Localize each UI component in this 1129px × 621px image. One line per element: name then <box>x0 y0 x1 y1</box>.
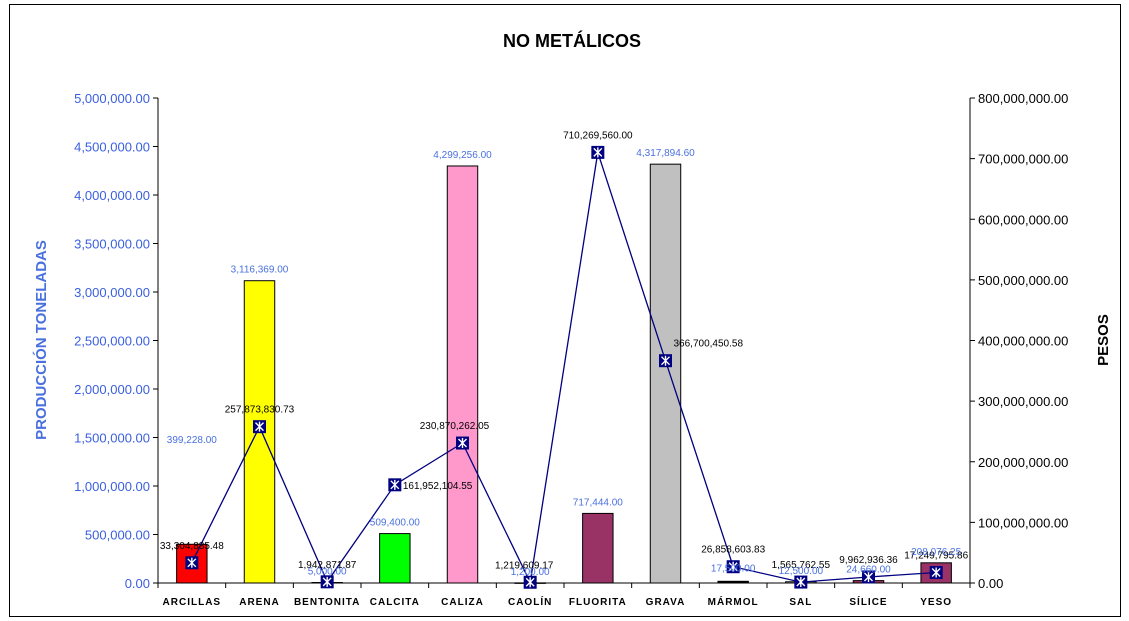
line-data-label: 26,858,603.83 <box>701 545 765 556</box>
marker-cross <box>593 147 603 158</box>
data-labels: 33,304,885.48 257,873,830.73 1,942,871.87 1… <box>160 130 969 577</box>
y-tick-label-left: 1,000,000.00 <box>74 479 150 494</box>
category-label: ARENA <box>239 597 280 608</box>
y-tick-label-left: 2,500,000.00 <box>74 334 150 349</box>
marker-cross <box>931 567 941 578</box>
marker-cross <box>864 571 873 582</box>
marker-cross <box>796 577 806 588</box>
bar-data-label: 4,317,894.60 <box>636 148 695 159</box>
chart: NO METÁLICOS PRODUCCIÓN TONELADAS PESOS … <box>32 30 1112 608</box>
line-data-label: 230,870,262.05 <box>420 421 490 432</box>
bar-data-label: 717,444.00 <box>573 497 623 508</box>
y-tick-label-right: 400,000,000.00 <box>978 334 1068 349</box>
y-tick-label-left: 5,000,000.00 <box>74 91 150 106</box>
category-label: CALCITA <box>370 597 420 608</box>
pesos-marker <box>726 560 740 574</box>
pesos-marker <box>388 478 402 492</box>
bars <box>176 163 952 584</box>
category-label: BENTONITA <box>294 597 360 608</box>
bar-data-label: 4,299,256.00 <box>433 150 492 161</box>
bar-grava <box>649 163 682 584</box>
pesos-marker <box>320 575 334 589</box>
line-data-label: 1,219,609.17 <box>495 560 554 571</box>
marker-cross <box>187 557 197 568</box>
category-label: CALIZA <box>441 597 484 608</box>
bar-fluorita <box>582 512 614 584</box>
pesos-marker <box>253 420 266 434</box>
chart-title: NO METÁLICOS <box>503 30 641 51</box>
bar-mármol <box>717 580 749 584</box>
line-data-label: 17,249,795.86 <box>904 551 968 562</box>
y-tick-label-right: 300,000,000.00 <box>978 394 1068 409</box>
bar-data-label: 3,116,369.00 <box>231 265 289 276</box>
y-tick-label-left: 500,000.00 <box>85 528 150 543</box>
pesos-marker <box>523 575 537 589</box>
y-tick-label-right: 700,000,000.00 <box>978 152 1068 167</box>
marker-cross <box>322 576 332 587</box>
bar-data-label: 399,228.00 <box>167 435 217 446</box>
y-tick-label-left: 4,500,000.00 <box>74 140 150 155</box>
pesos-marker <box>929 566 943 580</box>
pesos-marker <box>185 556 199 570</box>
y-tick-label-right: 600,000,000.00 <box>978 212 1068 227</box>
bar-data-label: 12,500.00 <box>779 566 824 577</box>
bar-data-label: 24,660.00 <box>846 565 891 576</box>
chart-frame: NO METÁLICOS PRODUCCIÓN TONELADAS PESOS … <box>9 4 1121 617</box>
bar-caliza <box>446 165 479 584</box>
marker-cross <box>525 577 535 588</box>
pesos-marker <box>591 145 605 159</box>
category-label: GRAVA <box>646 597 686 608</box>
marker-cross <box>728 561 738 572</box>
category-label: YESO <box>920 597 952 608</box>
category-label: CAOLÍN <box>508 595 552 608</box>
line-data-label: 257,873,830.73 <box>225 405 295 416</box>
y-tick-label-right: 800,000,000.00 <box>978 91 1068 106</box>
pesos-marker <box>794 575 808 589</box>
line-data-label: 710,269,560.00 <box>563 130 633 141</box>
pesos-marker <box>456 436 469 450</box>
pesos-marker <box>659 354 672 368</box>
bar-calcita <box>379 533 411 584</box>
y-tick-label-right: 0.00 <box>978 576 1003 591</box>
pesos-marker <box>862 570 875 584</box>
line-data-label: 33,304,885.48 <box>160 541 224 552</box>
bar-data-label: 509,400.00 <box>370 518 420 529</box>
y-tick-label-left: 0.00 <box>125 576 150 591</box>
y-tick-label-left: 2,000,000.00 <box>74 382 150 397</box>
y-axis-title-right: PESOS <box>1095 314 1112 366</box>
y-tick-label-left: 1,500,000.00 <box>74 431 150 446</box>
line-data-label: 9,962,936.36 <box>839 555 898 566</box>
marker-cross <box>255 421 264 432</box>
y-tick-label-left: 3,500,000.00 <box>74 237 150 252</box>
pesos-line-path <box>191 152 937 585</box>
bar-data-label: 5,000.00 <box>308 567 347 578</box>
y-axis-title-left: PRODUCCIÓN TONELADAS <box>32 240 50 440</box>
marker-cross <box>390 479 400 490</box>
line-data-label: 366,700,450.58 <box>674 339 744 350</box>
category-label: SÍLICE <box>849 595 887 608</box>
y-tick-label-right: 200,000,000.00 <box>978 455 1068 470</box>
y-tick-label-left: 4,000,000.00 <box>74 188 150 203</box>
line-data-label: 161,952,104.55 <box>403 481 473 492</box>
y-axis-label-right: PESOS <box>1095 314 1112 366</box>
marker-cross <box>661 355 670 366</box>
category-label: MÁRMOL <box>708 595 759 608</box>
y-tick-label-right: 100,000,000.00 <box>978 515 1068 530</box>
y-axis-label-left: PRODUCCIÓN TONELADAS <box>32 240 50 440</box>
marker-cross <box>458 438 467 449</box>
line-data-label: 1,565,762.55 <box>772 560 831 571</box>
bar-data-label: 1,200.00 <box>511 567 550 578</box>
y-tick-label-left: 3,000,000.00 <box>74 285 150 300</box>
bar-data-label: 17,500.00 <box>711 563 756 574</box>
pesos-line <box>185 145 943 589</box>
line-data-label: 1,942,871.87 <box>298 560 357 571</box>
category-label: ARCILLAS <box>163 597 222 608</box>
y-tick-label-right: 500,000,000.00 <box>978 273 1068 288</box>
category-labels: ARCILLAS ARENA BENTONITA CALCITA CALIZA CAOLÍ… <box>163 595 952 608</box>
axes: 0.00 500,000.00 1,000,000.00 1,500,000.00 2,… <box>74 91 1068 591</box>
category-label: FLUORITA <box>569 597 627 608</box>
bar-data-label: 208,076.25 <box>911 547 961 558</box>
category-label: SAL <box>789 597 812 608</box>
